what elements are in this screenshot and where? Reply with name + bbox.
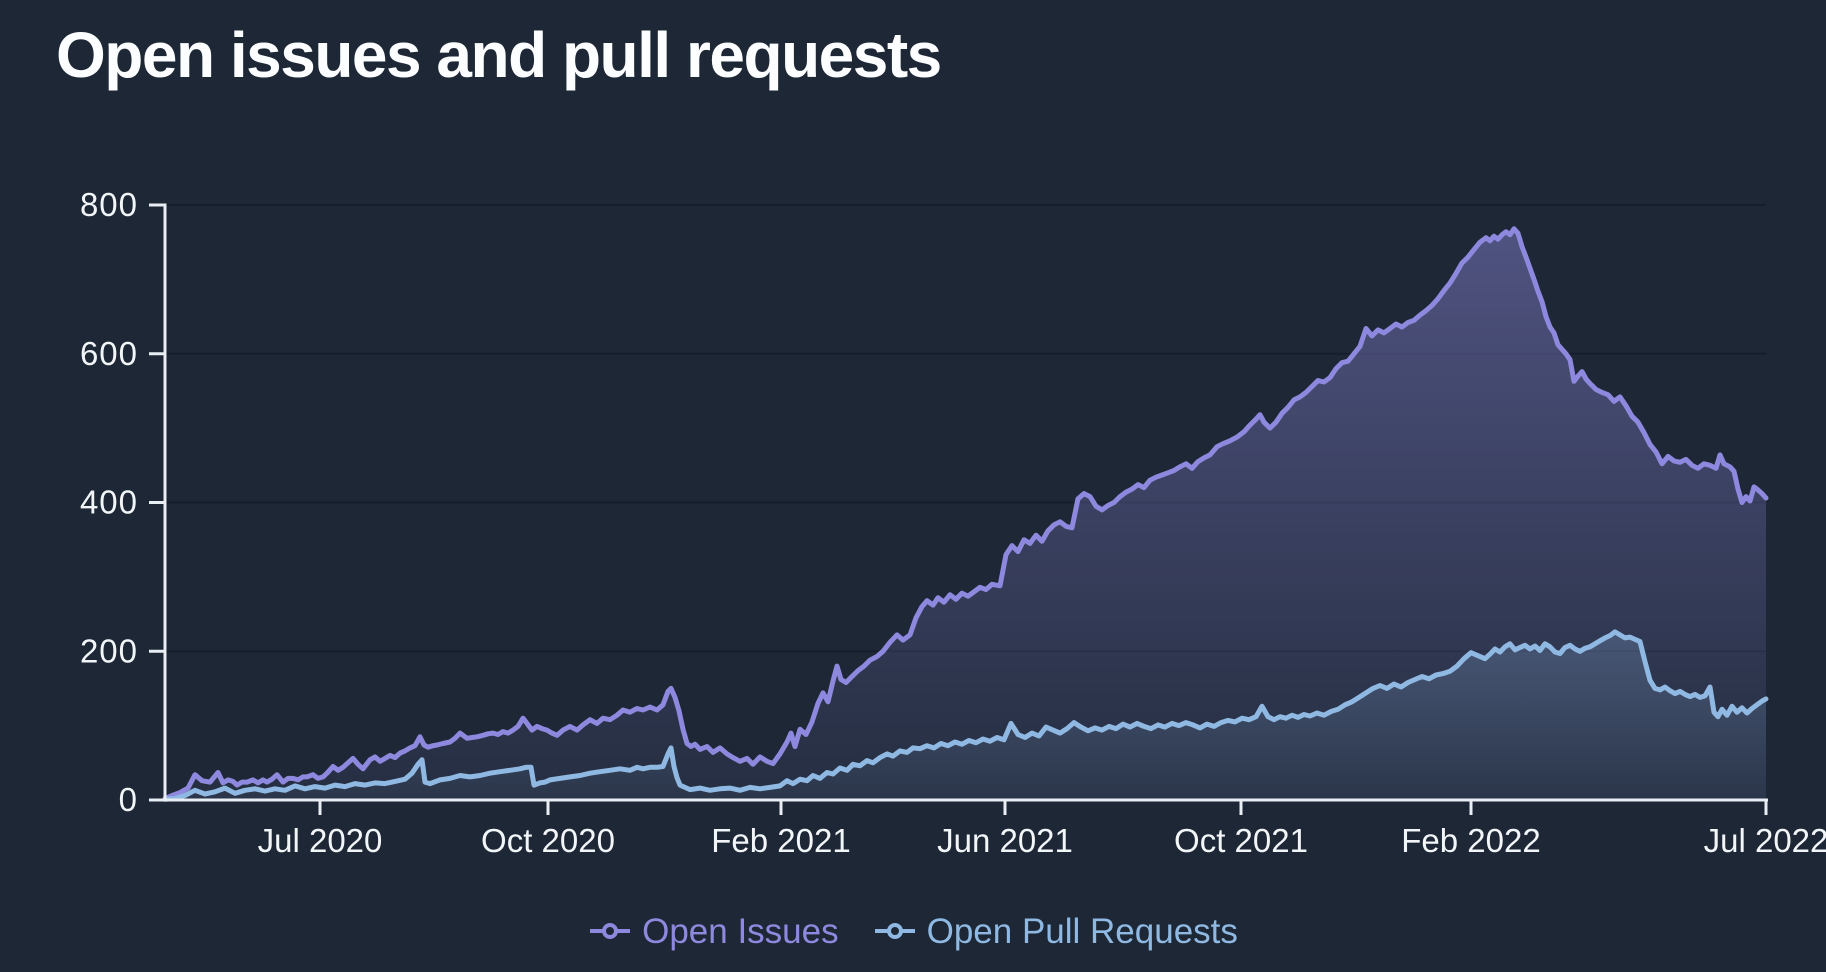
y-axis-labels: 0 200 400 600 800 (80, 186, 138, 818)
chart-legend: Open Issues Open Pull Requests (0, 903, 1826, 959)
legend-item-open-pull-requests[interactable]: Open Pull Requests (873, 914, 1238, 949)
x-axis-labels: Jul 2020 Oct 2020 Feb 2021 Jun 2021 Oct 2021… (258, 822, 1826, 859)
open-pull-requests-legend-marker-icon (874, 923, 915, 939)
y-axis-label: 400 (80, 484, 138, 521)
y-axis-label: 800 (80, 186, 138, 223)
axes (149, 203, 1768, 815)
x-axis-label: Jul 2022 (1704, 822, 1826, 859)
x-axis-label: Feb 2021 (711, 822, 850, 859)
x-axis-label: Oct 2020 (481, 822, 615, 859)
y-axis-label: 200 (80, 632, 138, 669)
page-title: Open issues and pull requests (56, 19, 942, 91)
open-issues-area (165, 228, 1766, 801)
x-axis-label: Jun 2021 (937, 822, 1073, 859)
y-axis-label: 600 (80, 335, 138, 372)
x-axis-label: Jul 2020 (258, 822, 383, 859)
x-axis-label: Feb 2022 (1401, 822, 1540, 859)
y-axis-label: 0 (119, 781, 138, 818)
legend-item-open-issues[interactable]: Open Issues (588, 914, 839, 949)
open-issues-line (162, 226, 1769, 801)
open-pull-requests-area (165, 631, 1766, 800)
legend-label-open-issues: Open Issues (642, 911, 839, 951)
legend-label-open-pull-requests: Open Pull Requests (926, 911, 1238, 951)
open-pull-requests-line (162, 629, 1769, 802)
open-issues-legend-marker-icon (590, 923, 631, 939)
x-axis-label: Oct 2021 (1174, 822, 1308, 859)
series-areas (165, 228, 1766, 801)
series-lines (162, 226, 1769, 802)
